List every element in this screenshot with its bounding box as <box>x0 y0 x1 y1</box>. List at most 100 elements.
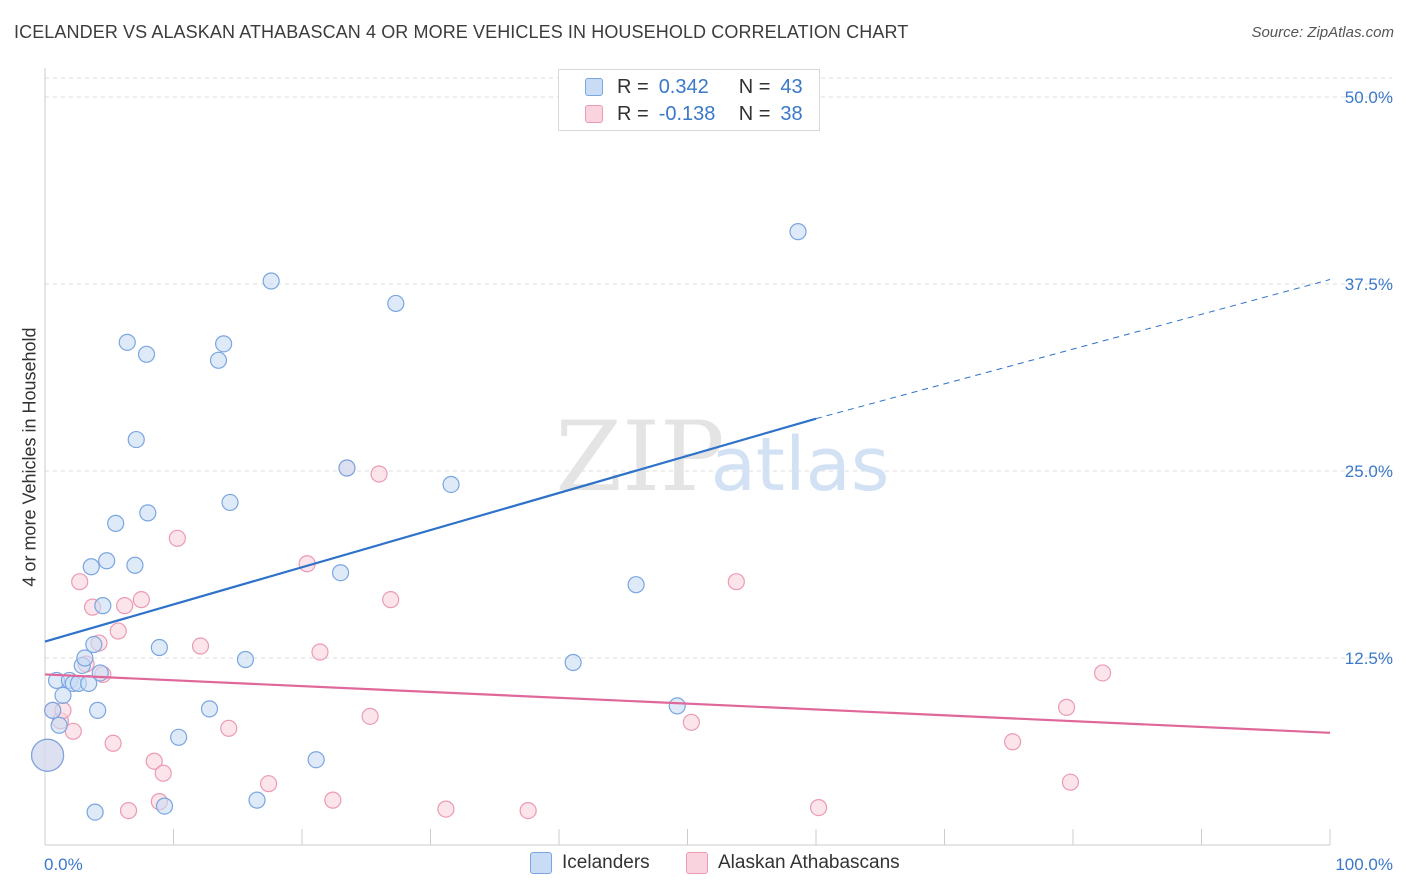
alaskan-point <box>519 801 537 820</box>
trend-lines <box>44 279 1331 734</box>
y-tick-label: 37.5% <box>1345 275 1393 294</box>
icelander-point <box>627 576 645 594</box>
legend-item-icelanders[interactable]: Icelanders <box>530 852 650 874</box>
tick-labels: 12.5% 25.0% 37.5% 50.0% 0.0% 100.0% <box>44 88 1393 874</box>
alaskan-point <box>220 719 238 737</box>
legend-r-label: R = <box>617 75 649 98</box>
icelander-point <box>94 597 112 615</box>
alaskan-point <box>1093 664 1112 682</box>
alaskan-point <box>259 775 278 793</box>
series-alaskan-points <box>30 459 1112 820</box>
icelander-point <box>139 504 157 522</box>
y-tick-label: 12.5% <box>1345 649 1393 668</box>
y-axis-label: 4 or more Vehicles in Household <box>19 327 40 587</box>
icelander-point <box>331 564 350 582</box>
icelander-point <box>150 638 168 657</box>
legend-swatch-icelanders <box>530 852 552 874</box>
icelander-point <box>221 493 239 512</box>
legend-label-alaskan: Alaskan Athabascans <box>718 852 900 873</box>
alaskan-point <box>104 734 122 752</box>
icelander-point <box>54 686 72 705</box>
watermark-atlas: atlas <box>711 422 890 508</box>
icelander-point <box>338 459 356 477</box>
alaskan-point <box>1057 698 1076 716</box>
series-icelanders-points <box>30 223 807 821</box>
icelander-point <box>127 430 145 449</box>
alaskan-point <box>682 713 700 731</box>
alaskan-point <box>324 791 342 809</box>
alaskan-point <box>437 800 455 818</box>
icelander-point <box>155 797 174 815</box>
watermark-zip: ZIP <box>555 401 724 513</box>
icelander-point <box>442 475 460 494</box>
icelanders-trend-line <box>44 417 817 643</box>
legend-swatch-alaskan <box>585 105 603 123</box>
alaskan-point <box>311 643 329 661</box>
icelander-point <box>76 649 94 667</box>
icelander-point <box>215 335 233 353</box>
icelanders-trend-extension <box>815 279 1331 420</box>
chart-title: ICELANDER VS ALASKAN ATHABASCAN 4 OR MOR… <box>14 22 909 42</box>
legend-swatch-icelanders <box>585 78 603 96</box>
legend-n-label: N = <box>738 75 771 98</box>
icelander-point <box>200 700 219 718</box>
icelander-point <box>668 697 686 715</box>
series-legend: Icelanders Alaskan Athabascans <box>0 852 1406 878</box>
icelander-point <box>209 351 228 369</box>
alaskan-point <box>168 529 186 547</box>
y-tick-label: 50.0% <box>1345 88 1393 107</box>
alaskan-point <box>71 573 89 591</box>
alaskan-point <box>809 798 828 817</box>
legend-swatch-alaskan <box>686 852 708 874</box>
icelander-point <box>50 716 68 734</box>
alaskan-point <box>154 764 172 782</box>
icelander-point <box>89 701 107 719</box>
legend-item-alaskan[interactable]: Alaskan Athabascans <box>686 852 900 874</box>
y-tick-label: 25.0% <box>1345 462 1393 481</box>
icelander-point <box>387 294 405 313</box>
alaskan-point <box>1061 773 1080 791</box>
alaskan-point <box>119 801 138 820</box>
icelander-point <box>137 345 156 363</box>
chart-source: Source: ZipAtlas.com <box>1251 24 1394 41</box>
legend-row-icelanders: R = 0.342 N = 43 <box>585 75 803 99</box>
icelander-point <box>307 751 325 769</box>
legend-n-value: 43 <box>780 75 803 98</box>
axes <box>44 68 1331 846</box>
alaskan-point <box>145 752 163 770</box>
alaskan-point <box>1004 733 1022 751</box>
icelander-point <box>107 514 125 532</box>
legend-r-value: 0.342 <box>658 75 709 98</box>
icelander-point <box>44 701 62 719</box>
alaskan-point <box>109 622 127 640</box>
alaskan-point <box>132 591 150 609</box>
alaskan-point <box>361 707 379 725</box>
icelander-point <box>262 272 280 290</box>
icelander-point <box>91 664 109 682</box>
alaskan-trend-line <box>44 673 1331 734</box>
icelander-point <box>86 803 104 821</box>
alaskan-point <box>370 465 388 483</box>
legend-n-value: 38 <box>780 102 803 125</box>
icelander-point <box>789 223 807 241</box>
icelander-point <box>85 635 103 654</box>
alaskan-point <box>727 573 745 591</box>
alaskan-point <box>191 637 210 655</box>
icelander-point <box>82 558 100 576</box>
alaskan-point <box>382 591 400 609</box>
icelander-point <box>564 653 582 672</box>
watermark: ZIP atlas <box>555 401 889 513</box>
icelander-point <box>30 738 65 772</box>
correlation-legend: R = 0.342 N = 43 R = -0.138 N = 38 <box>558 69 820 131</box>
legend-n-label: N = <box>738 102 771 125</box>
icelander-point <box>98 552 116 570</box>
x-tick-label: 100.0% <box>1335 855 1393 874</box>
icelander-point <box>118 333 136 351</box>
icelander-point <box>236 650 255 669</box>
legend-label-icelanders: Icelanders <box>562 852 650 873</box>
legend-r-value: -0.138 <box>658 102 716 125</box>
legend-row-alaskan: R = -0.138 N = 38 <box>585 102 803 126</box>
alaskan-point <box>116 597 134 615</box>
icelander-point <box>248 791 266 809</box>
